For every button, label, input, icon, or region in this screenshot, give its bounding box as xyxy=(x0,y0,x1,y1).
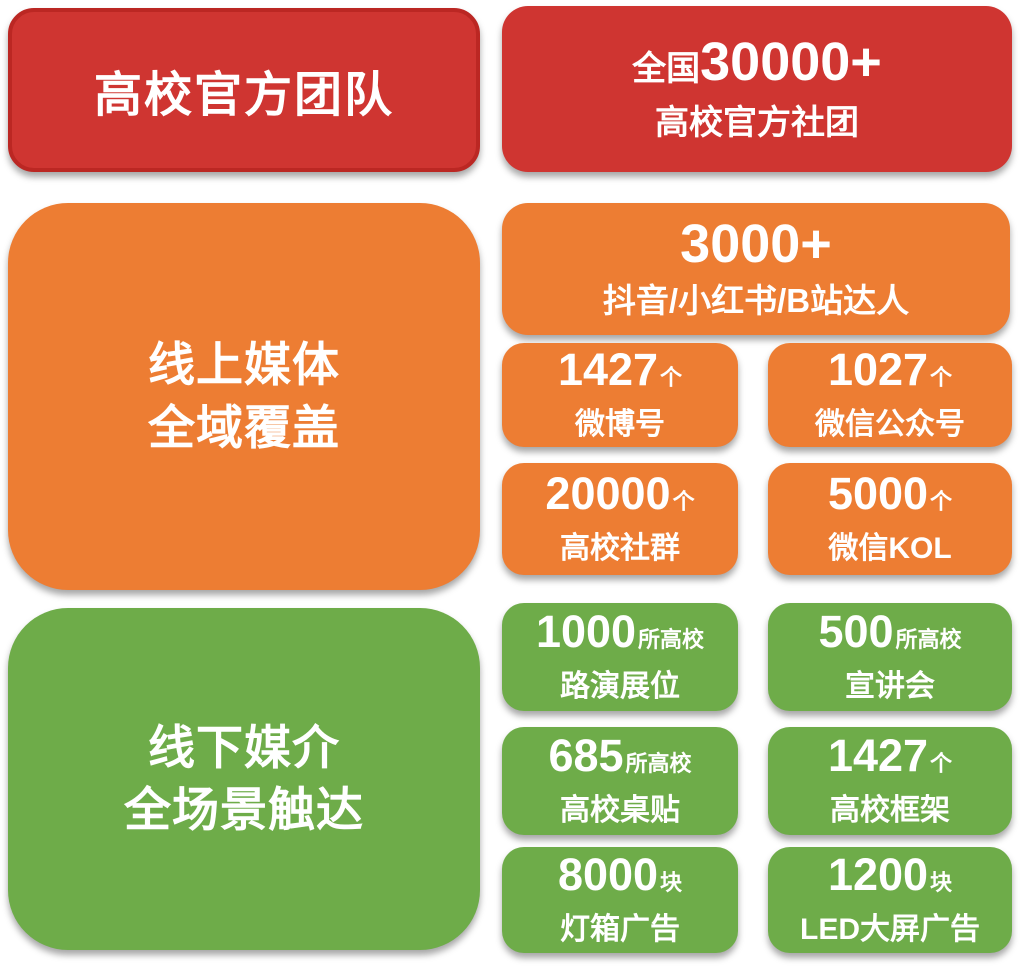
featured-stat-label: 抖音/小红书/B站达人 xyxy=(602,282,910,320)
stat-number: 1027 xyxy=(827,344,929,395)
stat-unit: 个 xyxy=(672,489,695,514)
stat-label: 高校框架 xyxy=(830,794,950,827)
stat-card-info-sessions: 500所高校 宣讲会 xyxy=(768,603,1012,711)
stat-unit: 个 xyxy=(930,489,953,514)
offline-title-line1: 线下媒介 xyxy=(148,720,340,774)
stat-number: 685 xyxy=(548,730,624,781)
stat-label: LED大屏广告 xyxy=(800,913,980,946)
stat-card-campus-frames: 1427个 高校框架 xyxy=(768,727,1012,835)
stat-card-wechat-kol: 5000个 微信KOL xyxy=(768,463,1012,575)
stat-label: 微博号 xyxy=(575,408,665,441)
stat-unit: 个 xyxy=(930,751,953,776)
universities-stat-label: 高校官方社团 xyxy=(655,103,859,142)
stat-unit: 所高校 xyxy=(638,627,705,652)
universities-title-card: 高校官方团队 xyxy=(8,8,480,172)
universities-stat-prefix: 全国 xyxy=(632,49,701,88)
universities-stat-number: 30000+ xyxy=(700,31,882,92)
stat-label: 高校社群 xyxy=(560,532,680,565)
offline-media-title-card: 线下媒介 全场景触达 xyxy=(8,608,480,950)
stat-number: 1200 xyxy=(827,849,929,900)
universities-stat-number-line: 全国30000+ xyxy=(632,35,882,89)
featured-stat-number: 3000+ xyxy=(680,213,832,274)
stat-label: 灯箱广告 xyxy=(560,913,680,946)
stat-card-weibo: 1427个 微博号 xyxy=(502,343,738,447)
stat-card-roadshow-booths: 1000所高校 路演展位 xyxy=(502,603,738,711)
online-featured-stat-card: 3000+ 抖音/小红书/B站达人 xyxy=(502,203,1010,335)
stat-number: 1427 xyxy=(827,730,929,781)
stat-card-desk-stickers: 685所高校 高校桌贴 xyxy=(502,727,738,835)
stat-unit: 块 xyxy=(660,870,683,895)
stat-label: 微信KOL xyxy=(828,532,952,565)
stat-unit: 所高校 xyxy=(625,751,692,776)
online-media-title-card: 线上媒体 全域覆盖 xyxy=(8,203,480,590)
stat-number: 5000 xyxy=(827,468,929,519)
stat-number: 500 xyxy=(818,606,894,657)
online-title-line2: 全域覆盖 xyxy=(148,400,340,454)
stat-number: 20000 xyxy=(545,468,671,519)
offline-title-line2: 全场景触达 xyxy=(124,783,364,836)
stat-label: 宣讲会 xyxy=(845,670,935,703)
stat-number: 1000 xyxy=(535,606,637,657)
universities-title: 高校官方团队 xyxy=(93,69,394,122)
stat-card-led-screen-ads: 1200块 LED大屏广告 xyxy=(768,847,1012,953)
online-title-line1: 线上媒体 xyxy=(148,338,340,392)
stat-label: 微信公众号 xyxy=(815,408,965,441)
stat-card-campus-groups: 20000个 高校社群 xyxy=(502,463,738,575)
stat-unit: 块 xyxy=(930,870,953,895)
stat-label: 高校桌贴 xyxy=(560,794,680,827)
stat-card-lightbox-ads: 8000块 灯箱广告 xyxy=(502,847,738,953)
stat-number: 8000 xyxy=(557,849,659,900)
stat-unit: 个 xyxy=(930,365,953,390)
stat-card-wechat-official: 1027个 微信公众号 xyxy=(768,343,1012,447)
universities-stat-card: 全国30000+ 高校官方社团 xyxy=(502,6,1012,172)
stat-label: 路演展位 xyxy=(560,670,680,703)
stat-number: 1427 xyxy=(557,344,659,395)
stat-unit: 个 xyxy=(660,365,683,390)
stat-unit: 所高校 xyxy=(895,627,962,652)
